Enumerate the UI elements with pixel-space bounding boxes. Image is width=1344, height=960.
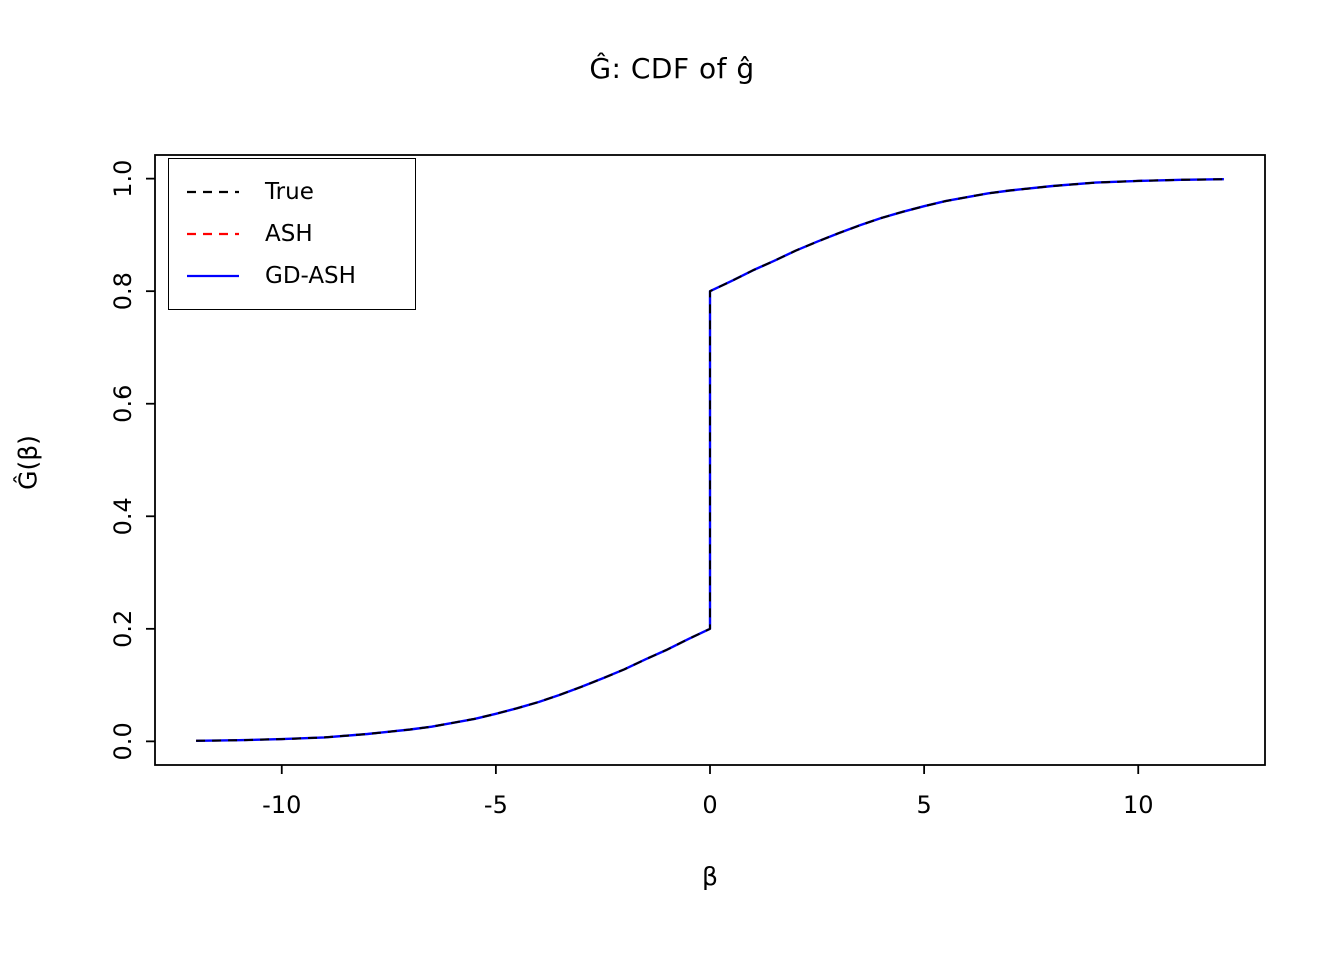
- y-tick-label: 0.4: [109, 497, 137, 535]
- legend-item-ash: ASH: [185, 213, 405, 255]
- legend-label-true: True: [265, 178, 314, 205]
- x-tick-label: 10: [1123, 791, 1154, 819]
- y-tick-label: 0.2: [109, 610, 137, 648]
- y-axis-title: Ĝ(β): [13, 435, 43, 490]
- legend-box: True ASH GD-ASH: [168, 158, 416, 310]
- y-tick-label: 1.0: [109, 160, 137, 198]
- y-tick-label: 0.8: [109, 272, 137, 310]
- legend-line-sample-ash: [187, 232, 239, 236]
- legend-item-true: True: [185, 171, 405, 213]
- x-tick-label: -5: [484, 791, 508, 819]
- x-tick-label: 0: [702, 791, 717, 819]
- x-tick-label: -10: [262, 791, 301, 819]
- legend-label-ash: ASH: [265, 220, 313, 247]
- legend-item-gd-ash: GD-ASH: [185, 255, 405, 297]
- chart-title: Ĝ: CDF of ĝ: [589, 52, 755, 85]
- y-tick-label: 0.6: [109, 385, 137, 423]
- y-tick-label: 0.0: [109, 722, 137, 760]
- legend-line-sample-true: [187, 190, 239, 194]
- x-axis-title: β: [702, 862, 718, 891]
- legend-line-sample-gd-ash: [187, 274, 239, 278]
- legend-label-gd-ash: GD-ASH: [265, 262, 356, 289]
- x-tick-label: 5: [916, 791, 931, 819]
- series-line-true: [196, 178, 1224, 742]
